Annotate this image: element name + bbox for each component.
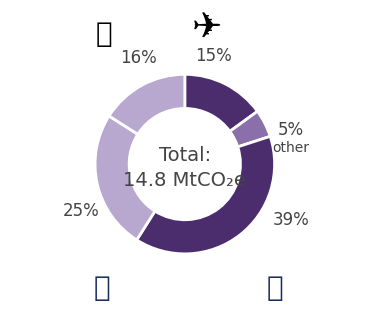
Wedge shape	[137, 136, 275, 254]
Text: 🚢: 🚢	[96, 20, 112, 48]
Text: 🚚: 🚚	[94, 274, 110, 302]
Wedge shape	[230, 111, 270, 147]
Wedge shape	[109, 74, 185, 134]
Text: 39%: 39%	[272, 211, 309, 229]
Text: 🚗: 🚗	[266, 274, 283, 302]
Text: 5%: 5%	[278, 121, 304, 139]
Text: Total:: Total:	[159, 146, 211, 165]
Text: 25%: 25%	[63, 202, 100, 220]
Wedge shape	[185, 74, 257, 131]
Text: 14.8 MtCO₂e: 14.8 MtCO₂e	[124, 171, 246, 190]
Text: 15%: 15%	[195, 47, 232, 65]
Wedge shape	[95, 116, 155, 240]
Text: other: other	[272, 141, 309, 155]
Text: 16%: 16%	[120, 49, 157, 67]
Text: ✈: ✈	[192, 11, 222, 45]
